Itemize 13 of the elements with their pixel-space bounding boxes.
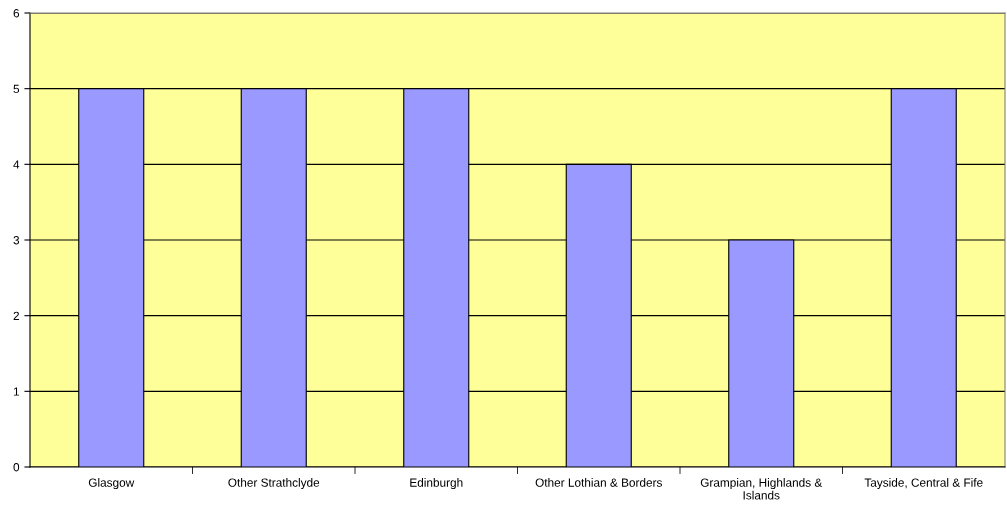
x-tick-label: Grampian, Highlands & Islands	[700, 478, 823, 500]
x-tick-label: Other Lothian & Borders	[535, 478, 662, 487]
y-tick-label: 4	[13, 160, 20, 169]
x-tick-label: Glasgow	[88, 478, 135, 490]
y-tick-label: 1	[13, 387, 20, 396]
y-tick-label: 3	[13, 236, 20, 245]
x-tick-label: Other Strathclyde	[228, 478, 320, 490]
y-tick-label: 2	[13, 311, 19, 320]
y-tick-label: 6	[13, 9, 20, 18]
y-tick-label: 0	[13, 463, 20, 472]
y-tick-label: 5	[13, 84, 20, 94]
x-tick-label: Tayside, Central & Fife	[864, 478, 983, 490]
x-tick-label: Edinburgh	[410, 478, 463, 490]
